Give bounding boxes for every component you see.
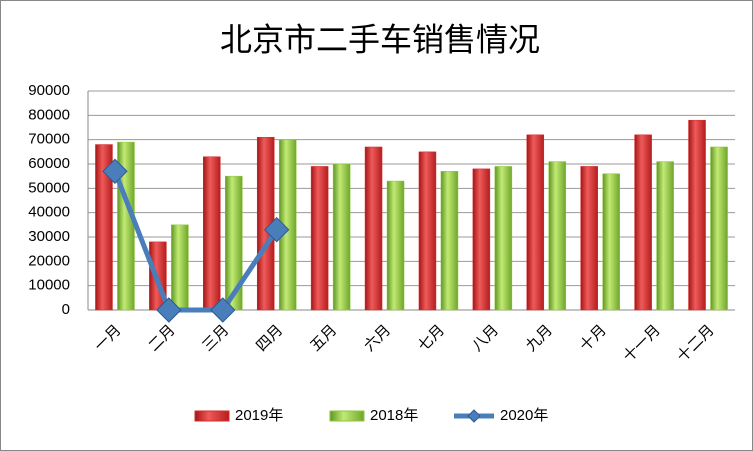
y-tick-label: 10000 <box>28 277 70 294</box>
legend-swatch <box>194 410 230 422</box>
bar <box>171 224 189 311</box>
line <box>112 170 279 313</box>
bar <box>95 144 113 311</box>
y-tick-label: 40000 <box>28 204 70 221</box>
bar <box>526 134 545 311</box>
legend-label: 2020年 <box>500 407 548 424</box>
bar <box>494 166 513 311</box>
bar <box>710 146 728 311</box>
line-marker <box>264 216 290 243</box>
line-marker <box>210 297 236 323</box>
y-tick-label: 60000 <box>28 155 70 172</box>
bar <box>418 151 437 311</box>
bar <box>203 156 221 311</box>
bar <box>472 168 491 311</box>
y-tick-label: 0 <box>62 301 70 318</box>
legend-label: 2019年 <box>235 407 283 424</box>
legend-swatch <box>329 410 365 422</box>
bar <box>364 146 383 311</box>
y-tick-label: 80000 <box>28 106 70 123</box>
bar <box>688 119 706 311</box>
y-tick-label: 30000 <box>28 228 70 245</box>
bar <box>386 180 405 311</box>
line-marker <box>102 158 128 185</box>
chart-title: 北京市二手车销售情况 <box>220 21 540 57</box>
bar <box>332 163 351 311</box>
bar <box>634 134 652 311</box>
bar <box>580 166 598 311</box>
legend-swatch <box>467 409 481 423</box>
bar <box>440 171 459 311</box>
y-tick-label: 90000 <box>28 82 70 99</box>
y-tick-label: 20000 <box>28 252 70 269</box>
bar <box>548 161 567 311</box>
y-tick-label: 50000 <box>28 179 70 196</box>
y-tick-label: 70000 <box>28 131 70 148</box>
line-marker <box>156 297 182 323</box>
bar <box>656 161 674 311</box>
legend-label: 2018年 <box>370 407 418 424</box>
bar <box>602 173 620 311</box>
bar <box>310 166 329 311</box>
